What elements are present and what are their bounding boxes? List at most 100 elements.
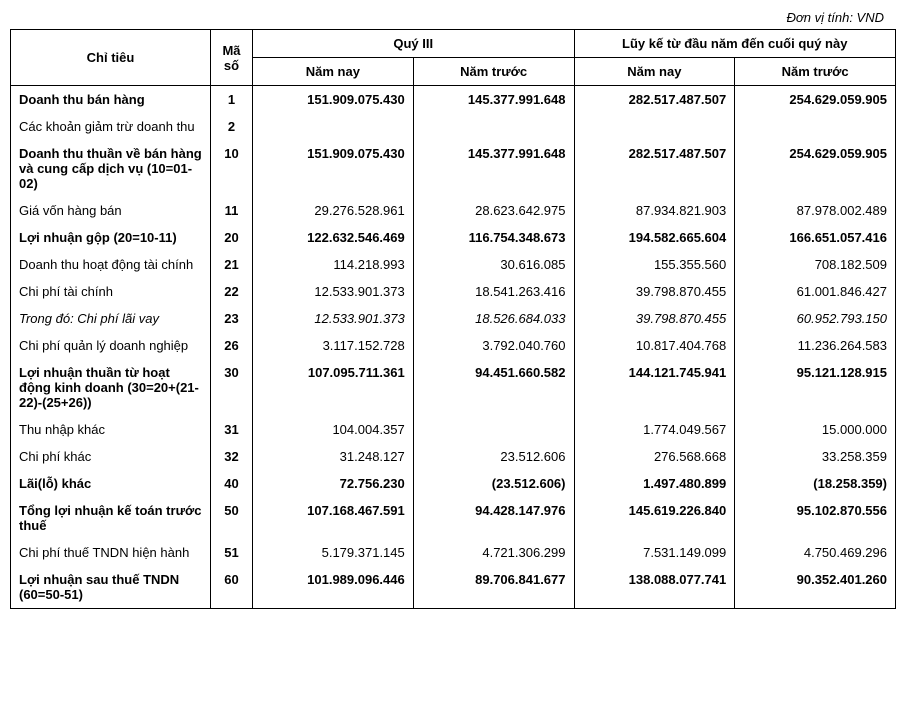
row-q3-now: 3.117.152.728 bbox=[253, 332, 414, 359]
row-code: 50 bbox=[211, 497, 253, 539]
row-label: Chi phí khác bbox=[11, 443, 211, 470]
income-statement-table: Chỉ tiêu Mã số Quý III Lũy kế từ đầu năm… bbox=[10, 29, 896, 609]
row-code: 1 bbox=[211, 86, 253, 114]
row-ytd-prev: 4.750.469.296 bbox=[735, 539, 896, 566]
row-code: 32 bbox=[211, 443, 253, 470]
unit-label: Đơn vị tính: VND bbox=[10, 10, 896, 25]
row-q3-prev: 116.754.348.673 bbox=[413, 224, 574, 251]
row-label: Tổng lợi nhuận kế toán trước thuế bbox=[11, 497, 211, 539]
row-q3-now: 104.004.357 bbox=[253, 416, 414, 443]
row-ytd-prev: 708.182.509 bbox=[735, 251, 896, 278]
row-label: Chi phí quản lý doanh nghiệp bbox=[11, 332, 211, 359]
row-ytd-now: 282.517.487.507 bbox=[574, 86, 735, 114]
row-label: Lợi nhuận thuần từ hoạt động kinh doanh … bbox=[11, 359, 211, 416]
row-q3-prev bbox=[413, 113, 574, 140]
table-row: Giá vốn hàng bán1129.276.528.96128.623.6… bbox=[11, 197, 896, 224]
row-ytd-prev: 254.629.059.905 bbox=[735, 140, 896, 197]
row-q3-now: 107.168.467.591 bbox=[253, 497, 414, 539]
table-row: Tổng lợi nhuận kế toán trước thuế50107.1… bbox=[11, 497, 896, 539]
row-ytd-now: 87.934.821.903 bbox=[574, 197, 735, 224]
row-ytd-prev: 95.121.128.915 bbox=[735, 359, 896, 416]
row-ytd-now: 155.355.560 bbox=[574, 251, 735, 278]
row-label: Doanh thu hoạt động tài chính bbox=[11, 251, 211, 278]
row-q3-now: 151.909.075.430 bbox=[253, 86, 414, 114]
row-ytd-now: 39.798.870.455 bbox=[574, 305, 735, 332]
header-ytd-now: Năm nay bbox=[574, 58, 735, 86]
row-q3-prev: 18.541.263.416 bbox=[413, 278, 574, 305]
row-label: Chi phí tài chính bbox=[11, 278, 211, 305]
row-ytd-prev: 61.001.846.427 bbox=[735, 278, 896, 305]
row-q3-prev: 30.616.085 bbox=[413, 251, 574, 278]
table-row: Chi phí thuế TNDN hiện hành515.179.371.1… bbox=[11, 539, 896, 566]
row-code: 11 bbox=[211, 197, 253, 224]
row-code: 30 bbox=[211, 359, 253, 416]
row-code: 31 bbox=[211, 416, 253, 443]
row-label: Thu nhập khác bbox=[11, 416, 211, 443]
row-ytd-prev: 254.629.059.905 bbox=[735, 86, 896, 114]
table-row: Chi phí khác3231.248.12723.512.606276.56… bbox=[11, 443, 896, 470]
table-row: Doanh thu thuần về bán hàng và cung cấp … bbox=[11, 140, 896, 197]
row-ytd-prev: 166.651.057.416 bbox=[735, 224, 896, 251]
row-q3-now: 122.632.546.469 bbox=[253, 224, 414, 251]
table-row: Doanh thu hoạt động tài chính21114.218.9… bbox=[11, 251, 896, 278]
row-q3-prev: 28.623.642.975 bbox=[413, 197, 574, 224]
row-ytd-now: 276.568.668 bbox=[574, 443, 735, 470]
table-row: Lãi(lỗ) khác4072.756.230(23.512.606)1.49… bbox=[11, 470, 896, 497]
row-ytd-prev: 60.952.793.150 bbox=[735, 305, 896, 332]
row-code: 21 bbox=[211, 251, 253, 278]
table-row: Chi phí quản lý doanh nghiệp263.117.152.… bbox=[11, 332, 896, 359]
row-ytd-prev: 15.000.000 bbox=[735, 416, 896, 443]
row-q3-prev bbox=[413, 416, 574, 443]
row-q3-now: 12.533.901.373 bbox=[253, 278, 414, 305]
table-row: Chi phí tài chính2212.533.901.37318.541.… bbox=[11, 278, 896, 305]
row-code: 23 bbox=[211, 305, 253, 332]
row-ytd-now: 194.582.665.604 bbox=[574, 224, 735, 251]
header-code: Mã số bbox=[211, 30, 253, 86]
row-q3-now: 12.533.901.373 bbox=[253, 305, 414, 332]
header-label: Chỉ tiêu bbox=[11, 30, 211, 86]
header-q3-now: Năm nay bbox=[253, 58, 414, 86]
row-q3-prev: (23.512.606) bbox=[413, 470, 574, 497]
row-code: 60 bbox=[211, 566, 253, 609]
row-label: Trong đó: Chi phí lãi vay bbox=[11, 305, 211, 332]
table-row: Lợi nhuận gộp (20=10-11)20122.632.546.46… bbox=[11, 224, 896, 251]
row-code: 26 bbox=[211, 332, 253, 359]
row-label: Chi phí thuế TNDN hiện hành bbox=[11, 539, 211, 566]
row-code: 2 bbox=[211, 113, 253, 140]
row-label: Doanh thu bán hàng bbox=[11, 86, 211, 114]
row-label: Doanh thu thuần về bán hàng và cung cấp … bbox=[11, 140, 211, 197]
row-label: Giá vốn hàng bán bbox=[11, 197, 211, 224]
row-q3-now: 31.248.127 bbox=[253, 443, 414, 470]
header-q3-prev: Năm trước bbox=[413, 58, 574, 86]
row-q3-now bbox=[253, 113, 414, 140]
row-ytd-now bbox=[574, 113, 735, 140]
row-ytd-now: 144.121.745.941 bbox=[574, 359, 735, 416]
row-ytd-prev bbox=[735, 113, 896, 140]
row-q3-now: 151.909.075.430 bbox=[253, 140, 414, 197]
row-q3-prev: 4.721.306.299 bbox=[413, 539, 574, 566]
table-row: Lợi nhuận sau thuế TNDN (60=50-51)60101.… bbox=[11, 566, 896, 609]
header-group-ytd: Lũy kế từ đầu năm đến cuối quý này bbox=[574, 30, 896, 58]
row-label: Các khoản giảm trừ doanh thu bbox=[11, 113, 211, 140]
row-q3-prev: 3.792.040.760 bbox=[413, 332, 574, 359]
row-q3-prev: 145.377.991.648 bbox=[413, 86, 574, 114]
row-ytd-prev: 90.352.401.260 bbox=[735, 566, 896, 609]
table-row: Các khoản giảm trừ doanh thu2 bbox=[11, 113, 896, 140]
row-q3-now: 72.756.230 bbox=[253, 470, 414, 497]
row-q3-prev: 94.428.147.976 bbox=[413, 497, 574, 539]
row-q3-now: 29.276.528.961 bbox=[253, 197, 414, 224]
row-ytd-now: 10.817.404.768 bbox=[574, 332, 735, 359]
row-ytd-now: 1.774.049.567 bbox=[574, 416, 735, 443]
row-ytd-now: 145.619.226.840 bbox=[574, 497, 735, 539]
row-ytd-now: 282.517.487.507 bbox=[574, 140, 735, 197]
row-ytd-prev: 11.236.264.583 bbox=[735, 332, 896, 359]
row-ytd-now: 7.531.149.099 bbox=[574, 539, 735, 566]
table-row: Thu nhập khác31104.004.357 1.774.049.5671… bbox=[11, 416, 896, 443]
row-q3-now: 101.989.096.446 bbox=[253, 566, 414, 609]
row-ytd-prev: 87.978.002.489 bbox=[735, 197, 896, 224]
table-row: Lợi nhuận thuần từ hoạt động kinh doanh … bbox=[11, 359, 896, 416]
row-q3-prev: 145.377.991.648 bbox=[413, 140, 574, 197]
row-code: 10 bbox=[211, 140, 253, 197]
row-code: 51 bbox=[211, 539, 253, 566]
row-label: Lợi nhuận gộp (20=10-11) bbox=[11, 224, 211, 251]
